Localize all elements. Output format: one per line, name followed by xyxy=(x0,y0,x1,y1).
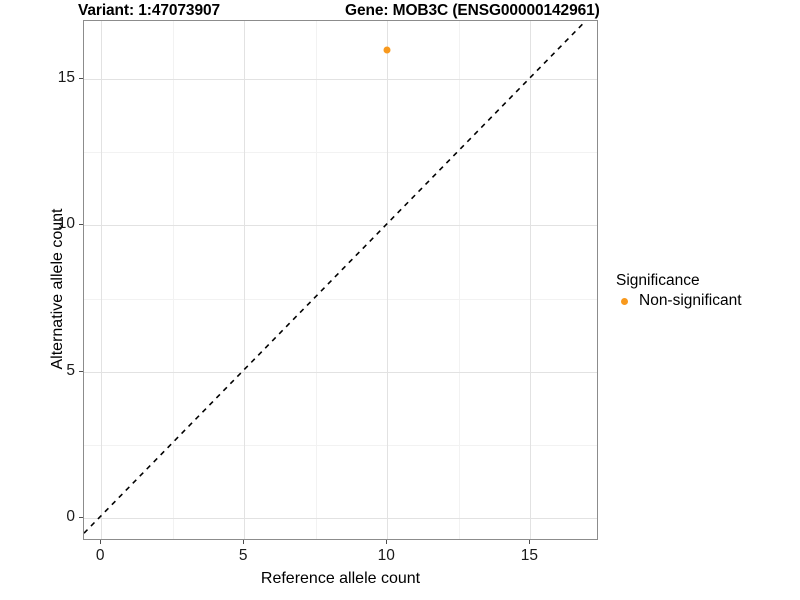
data-point xyxy=(383,46,391,54)
y-axis-tick xyxy=(79,78,83,80)
y-axis-tick-label: 10 xyxy=(57,215,75,233)
legend-entry: Non-significant xyxy=(616,292,796,310)
gridline-minor-vertical xyxy=(458,21,460,539)
x-axis-tick xyxy=(386,540,388,544)
legend-swatch xyxy=(621,297,628,305)
y-axis-tick-label: 5 xyxy=(66,361,75,379)
legend-entry-label: Non-significant xyxy=(639,292,742,309)
gridline-minor-horizontal xyxy=(84,152,597,154)
gridline-major-horizontal xyxy=(84,517,597,519)
legend: Significance Non-significant xyxy=(616,272,796,310)
gridline-major-horizontal xyxy=(84,225,597,227)
gene-title: Gene: MOB3C (ENSG00000142961) xyxy=(345,2,600,19)
legend-entries: Non-significant xyxy=(616,292,796,310)
y-axis-tick xyxy=(79,370,83,372)
x-axis-label: Reference allele count xyxy=(260,570,421,587)
y-axis-tick-label: 15 xyxy=(57,69,75,87)
gridline-major-horizontal xyxy=(84,371,597,373)
gridline-major-horizontal xyxy=(84,79,597,81)
x-axis-tick xyxy=(100,540,102,544)
x-axis-tick-label: 0 xyxy=(95,547,105,564)
y-axis-tick xyxy=(79,224,83,226)
gridline-major-vertical xyxy=(101,21,103,539)
gridline-minor-horizontal xyxy=(84,444,597,446)
gridline-major-vertical xyxy=(244,21,246,539)
gridline-minor-vertical xyxy=(315,21,317,539)
gridline-minor-vertical xyxy=(172,21,174,539)
x-axis-tick-label: 10 xyxy=(377,547,395,564)
plot-panel xyxy=(83,20,598,540)
gridline-major-vertical xyxy=(530,21,532,539)
x-axis-tick-label: 15 xyxy=(520,547,538,564)
legend-title: Significance xyxy=(616,272,700,289)
data-points-layer xyxy=(84,21,597,539)
variant-title: Variant: 1:47073907 xyxy=(78,2,221,19)
x-axis-tick-label: 5 xyxy=(238,547,248,564)
x-axis-tick xyxy=(243,540,245,544)
circle-marker-icon xyxy=(616,293,633,310)
x-axis-tick xyxy=(529,540,531,544)
y-axis-tick-label: 0 xyxy=(66,507,75,525)
y-axis-label: Alternative allele count xyxy=(49,208,66,370)
gridline-minor-horizontal xyxy=(84,298,597,300)
gridline-major-vertical xyxy=(387,21,389,539)
y-axis-tick xyxy=(79,516,83,518)
